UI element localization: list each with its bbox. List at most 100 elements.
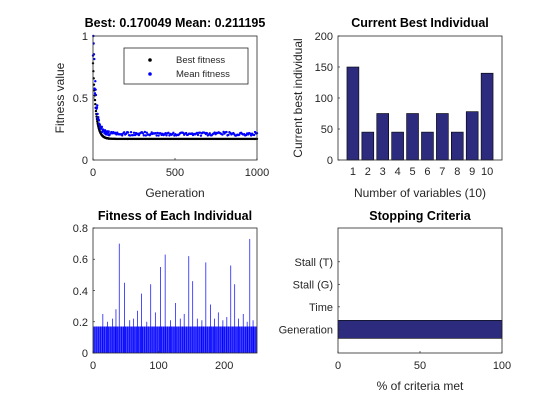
best-individual-bar — [391, 131, 404, 161]
best-individual-bar — [376, 113, 389, 161]
fitness-xtick-1: 500 — [166, 167, 184, 179]
mean-fitness-point — [164, 132, 167, 135]
mean-fitness-point — [145, 131, 148, 134]
best-individual-xlabel: Number of variables (10) — [354, 186, 486, 200]
each-individual-title: Fitness of Each Individual — [98, 209, 252, 223]
stopping-category-label: Stall (G) — [293, 279, 333, 291]
mean-fitness-point — [96, 112, 99, 116]
mean-fitness-point — [96, 104, 99, 107]
mean-fitness-point — [199, 134, 203, 137]
mean-fitness-point — [155, 134, 158, 137]
best-individual-bar — [361, 131, 375, 161]
mean-fitness-point — [156, 131, 159, 135]
stopping-category-labels: Generation Time Stall (G) Stall (T) — [279, 257, 333, 337]
stopping-ticks — [337, 261, 503, 353]
mean-fitness-point — [248, 132, 252, 135]
fitness-ytick-0: 0 — [82, 155, 88, 167]
mean-fitness-point — [157, 134, 160, 137]
mean-fitness-point — [172, 131, 175, 135]
mean-fitness-point — [93, 92, 97, 95]
best-fitness-point — [94, 109, 98, 113]
best-individual-panel: Current Best Individual 1 2 3 4 5 6 7 8 9 10 0 50… — [291, 16, 503, 200]
fitness-legend: Best fitness Mean fitness — [123, 47, 249, 85]
mean-fitness-point — [208, 132, 211, 135]
mean-fitness-point — [93, 57, 96, 61]
mean-fitness-point — [196, 133, 200, 137]
mean-fitness-point — [131, 133, 135, 137]
best-individual-xtick-label: 6 — [424, 166, 430, 178]
fitness-title: Best: 0.170049 Mean: 0.211195 — [85, 16, 266, 30]
best-individual-xtick-label: 10 — [481, 166, 493, 178]
mean-fitness-point — [128, 134, 132, 137]
best-individual-xtick-label: 8 — [454, 166, 460, 178]
best-individual-bar — [406, 113, 419, 161]
fitness-ytick-1: 0.5 — [73, 93, 88, 105]
stopping-bars — [337, 320, 503, 339]
mean-fitness-point — [97, 115, 100, 119]
mean-fitness-point — [195, 131, 199, 135]
best-individual-ytick-3: 150 — [315, 62, 333, 74]
mean-fitness-point — [154, 131, 157, 135]
each-individual-ytick-1: 0.2 — [73, 317, 88, 329]
mean-fitness-point — [97, 119, 101, 122]
each-individual-xtick-1: 100 — [149, 360, 167, 372]
mean-fitness-point — [107, 130, 110, 133]
mean-fitness-point — [120, 134, 124, 137]
stopping-xlabel: % of criteria met — [377, 379, 464, 393]
mean-fitness-point — [100, 125, 104, 129]
best-individual-xtick-label: 4 — [395, 166, 401, 178]
legend-label-best: Best fitness — [176, 55, 225, 66]
mean-fitness-point — [141, 132, 145, 135]
mean-fitness-point — [95, 106, 99, 109]
best-individual-bar — [465, 111, 479, 161]
fitness-panel: Best: 0.170049 Mean: 0.211195 0 500 1000… — [53, 16, 269, 200]
best-individual-xtick-label: 3 — [380, 166, 386, 178]
best-individual-bars — [346, 66, 494, 161]
mean-fitness-point — [198, 131, 202, 134]
best-individual-bar — [451, 131, 464, 161]
fitness-xtick-0: 0 — [90, 167, 96, 179]
mean-fitness-point — [126, 131, 130, 134]
best-fitness-point — [93, 98, 97, 102]
mean-fitness-point — [133, 133, 137, 137]
mean-fitness-point — [184, 131, 188, 135]
mean-fitness-point — [227, 133, 230, 137]
fitness-legend-box — [123, 47, 249, 85]
mean-fitness-point — [142, 134, 146, 137]
fitness-ticks — [92, 35, 258, 161]
each-individual-panel: Fitness of Each Individual 0 100 200 0 0… — [73, 209, 258, 372]
mean-fitness-point — [94, 93, 98, 97]
stopping-title: Stopping Criteria — [369, 209, 471, 223]
each-individual-ytick-3: 0.6 — [73, 254, 88, 266]
fitness-xlabel: Generation — [145, 186, 204, 200]
mean-fitness-point — [205, 131, 209, 135]
best-individual-xtick-label: 2 — [365, 166, 371, 178]
each-individual-bars — [93, 238, 257, 353]
mean-fitness-point — [249, 134, 253, 137]
mean-fitness-point — [122, 131, 126, 134]
each-individual-ticks — [92, 227, 225, 354]
mean-fitness-point — [132, 131, 136, 134]
stopping-xtick-0: 0 — [335, 360, 341, 372]
mean-fitness-point — [98, 123, 102, 127]
best-individual-xtick-label: 9 — [469, 166, 475, 178]
legend-marker-best — [148, 58, 152, 62]
legend-label-mean: Mean fitness — [176, 69, 230, 80]
best-individual-ytick-1: 50 — [321, 124, 333, 136]
each-individual-xtick-0: 0 — [90, 360, 96, 372]
best-individual-xtick-label: 5 — [409, 166, 415, 178]
mean-fitness-point — [182, 131, 185, 135]
each-individual-ytick-2: 0.4 — [73, 286, 88, 298]
stopping-criterion-bar — [337, 320, 503, 339]
best-individual-ylabel: Current best individual — [291, 38, 305, 157]
best-individual-bar — [480, 72, 494, 161]
stopping-xtick-1: 50 — [414, 360, 426, 372]
stopping-category-label: Generation — [279, 324, 333, 336]
fitness-xtick-2: 1000 — [245, 167, 269, 179]
best-individual-title: Current Best Individual — [351, 16, 489, 30]
best-individual-bar — [436, 113, 449, 161]
legend-marker-mean — [148, 72, 152, 76]
mean-fitness-point — [129, 131, 133, 134]
each-individual-ytick-0: 0 — [82, 348, 88, 360]
